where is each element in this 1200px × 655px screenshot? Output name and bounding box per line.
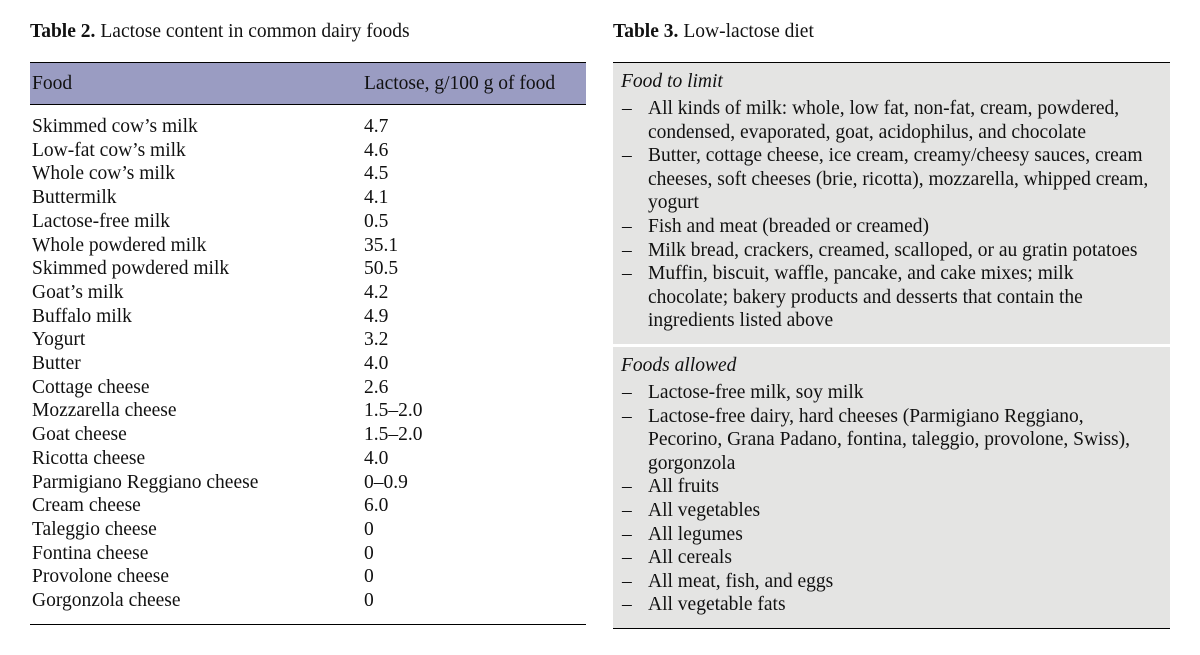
lactose-content-table: Food Lactose, g/100 g of food Skimmed co… (30, 62, 586, 625)
lactose-value-cell: 35.1 (364, 234, 399, 256)
list-item: Muffin, biscuit, waffle, pancake, and ca… (621, 262, 1158, 333)
food-cell: Goat cheese (32, 424, 127, 446)
table-row: Whole cow’s milk 4.5 (30, 162, 586, 186)
table2-column: Table 2. Lactose content in common dairy … (30, 17, 586, 629)
list-item: All meat, fish, and eggs (621, 570, 1158, 594)
table-row: Goat cheese 1.5–2.0 (30, 423, 586, 447)
col-header-lactose: Lactose, g/100 g of food (362, 62, 586, 105)
table-row: Low-fat cow’s milk 4.6 (30, 139, 586, 163)
lactose-value-cell: 1.5–2.0 (364, 424, 423, 446)
diet-list: All kinds of milk: whole, low fat, non-f… (621, 97, 1158, 333)
lactose-value-cell: 6.0 (364, 495, 389, 517)
table-row: Mozzarella cheese 1.5–2.0 (30, 399, 586, 423)
food-cell: Buffalo milk (32, 305, 132, 327)
list-item: All kinds of milk: whole, low fat, non-f… (621, 97, 1158, 144)
table-row: Taleggio cheese 0 (30, 518, 586, 542)
table-row: Lactose-free milk 0.5 (30, 210, 586, 234)
food-cell: Lactose-free milk (32, 210, 171, 232)
food-cell: Whole cow’s milk (32, 163, 175, 185)
col-header-food: Food (30, 62, 362, 105)
diet-list: Lactose-free milk, soy milkLactose-free … (621, 381, 1158, 617)
list-item: All fruits (621, 475, 1158, 499)
lactose-value-cell: 0.5 (364, 210, 389, 232)
table-row: Skimmed powdered milk 50.5 (30, 257, 586, 281)
food-cell: Cream cheese (32, 495, 141, 517)
table-row: Ricotta cheese 4.0 (30, 447, 586, 471)
table3-caption-label: Table 3. (613, 21, 679, 42)
lactose-value-cell: 4.0 (364, 447, 389, 469)
table-header-row: Food Lactose, g/100 g of food (30, 62, 586, 105)
food-cell: Ricotta cheese (32, 447, 146, 469)
food-cell: Goat’s milk (32, 281, 124, 303)
table-row: Butter 4.0 (30, 352, 586, 376)
table-row: Whole powdered milk 35.1 (30, 234, 586, 258)
food-cell: Parmigiano Reggiano cheese (32, 471, 259, 493)
list-item: Fish and meat (breaded or creamed) (621, 215, 1158, 239)
table3-caption: Table 3. Low-lactose diet (613, 19, 1170, 45)
lactose-value-cell: 4.9 (364, 305, 389, 327)
table-row: Gorgonzola cheese 0 (30, 589, 586, 624)
table2-caption: Table 2. Lactose content in common dairy … (30, 19, 586, 45)
list-item: Lactose-free dairy, hard cheeses (Parmig… (621, 405, 1158, 476)
lactose-value-cell: 4.0 (364, 353, 389, 375)
table3-caption-text: Low-lactose diet (683, 21, 814, 42)
table-row: Goat’s milk 4.2 (30, 281, 586, 305)
food-cell: Cottage cheese (32, 376, 150, 398)
food-cell: Provolone cheese (32, 566, 169, 588)
table-row: Buffalo milk 4.9 (30, 305, 586, 329)
table2-caption-text: Lactose content in common dairy foods (100, 21, 410, 42)
food-cell: Whole powdered milk (32, 234, 207, 256)
table-row: Cottage cheese 2.6 (30, 376, 586, 400)
food-cell: Skimmed powdered milk (32, 258, 230, 280)
food-cell: Low-fat cow’s milk (32, 139, 186, 161)
table3-column: Table 3.Low-lactose diet Food to limit Al… (613, 17, 1170, 629)
table3-sections: Food to limit All kinds of milk: whole, l… (613, 63, 1170, 628)
table-row: Parmigiano Reggiano cheese 0–0.9 (30, 471, 586, 495)
lactose-value-cell: 4.7 (364, 116, 389, 137)
diet-section: Foods allowed Lactose-free milk, soy milk… (613, 346, 1170, 628)
table-row: Skimmed cow’s milk 4.7 (30, 105, 586, 139)
section-heading: Foods allowed (621, 354, 737, 376)
section-heading: Food to limit (621, 71, 723, 92)
lactose-value-cell: 4.2 (364, 281, 389, 303)
lactose-value-cell: 0 (364, 590, 374, 612)
table-row: Yogurt 3.2 (30, 328, 586, 352)
lactose-value-cell: 4.1 (364, 187, 389, 209)
table-row: Provolone cheese 0 (30, 565, 586, 589)
table2-caption-label: Table 2. (30, 21, 96, 42)
food-cell: Fontina cheese (32, 542, 149, 564)
lactose-value-cell: 4.6 (364, 139, 389, 161)
lactose-value-cell: 50.5 (364, 258, 399, 280)
lactose-value-cell: 0 (364, 566, 374, 588)
lactose-value-cell: 0 (364, 518, 374, 540)
diet-section: Food to limit All kinds of milk: whole, l… (613, 63, 1170, 344)
table-row: Buttermilk 4.1 (30, 186, 586, 210)
list-item: All vegetables (621, 499, 1158, 523)
list-item: Butter, cottage cheese, ice cream, cream… (621, 144, 1158, 215)
page: Table 2. Lactose content in common dairy … (0, 0, 1200, 629)
lactose-value-cell: 2.6 (364, 376, 389, 398)
lactose-value-cell: 4.5 (364, 163, 389, 185)
food-cell: Buttermilk (32, 187, 117, 209)
lactose-value-cell: 1.5–2.0 (364, 400, 423, 422)
food-cell: Skimmed cow’s milk (32, 116, 198, 137)
list-item: All legumes (621, 523, 1158, 547)
food-cell: Gorgonzola cheese (32, 590, 181, 612)
food-cell: Butter (32, 353, 81, 375)
table-row: Cream cheese 6.0 (30, 494, 586, 518)
table-row: Fontina cheese 0 (30, 542, 586, 566)
food-cell: Yogurt (32, 329, 86, 351)
food-cell: Taleggio cheese (32, 518, 157, 540)
lactose-value-cell: 0–0.9 (364, 471, 408, 493)
list-item: Milk bread, crackers, creamed, scalloped… (621, 239, 1158, 263)
lactose-value-cell: 0 (364, 542, 374, 564)
food-cell: Mozzarella cheese (32, 400, 177, 422)
lactose-value-cell: 3.2 (364, 329, 389, 351)
list-item: All cereals (621, 546, 1158, 570)
list-item: All vegetable fats (621, 593, 1158, 617)
low-lactose-diet-table: Food to limit All kinds of milk: whole, l… (613, 62, 1170, 629)
table2-body: Skimmed cow’s milk 4.7 Low-fat cow’s milk 4… (30, 105, 586, 625)
list-item: Lactose-free milk, soy milk (621, 381, 1158, 405)
